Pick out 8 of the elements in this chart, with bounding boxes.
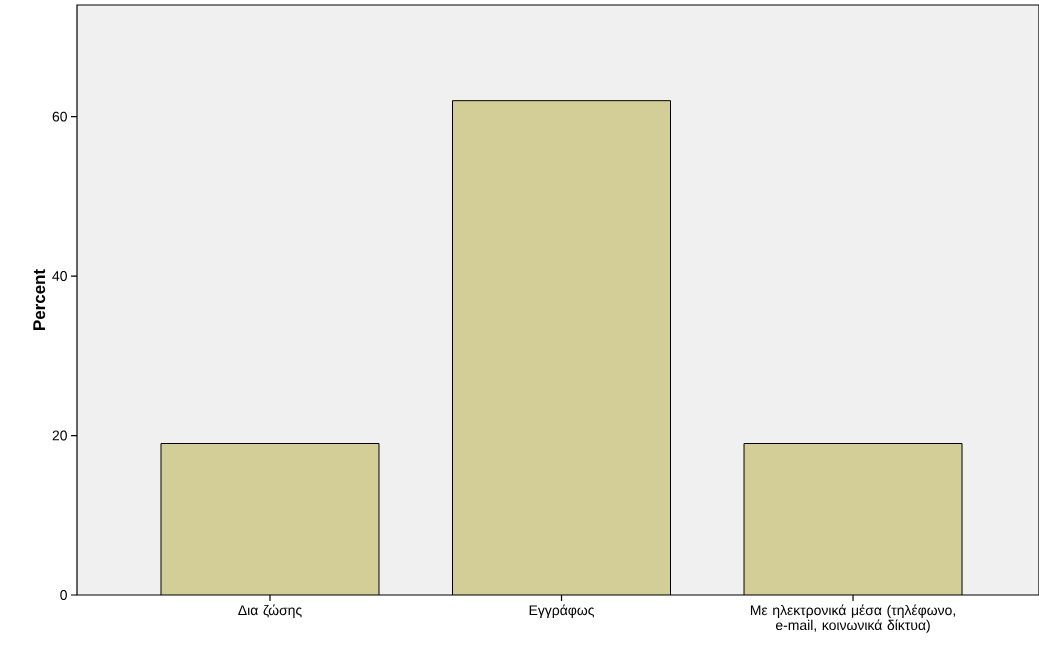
y-tick-label: 20 bbox=[52, 430, 67, 441]
x-tick-label: Με ηλεκτρονικά μέσα (τηλέφωνο, e-mail, κοινωνικά δίκτυα) bbox=[750, 604, 955, 633]
x-tick-label: Εγγράφως bbox=[529, 604, 595, 618]
y-tick-label: 60 bbox=[52, 111, 67, 122]
y-tick-label: 40 bbox=[52, 271, 67, 282]
x-tick-label: Δια ζώσης bbox=[238, 604, 302, 618]
y-tick-label: 0 bbox=[60, 590, 67, 600]
y-axis-title: Percent bbox=[33, 269, 46, 330]
